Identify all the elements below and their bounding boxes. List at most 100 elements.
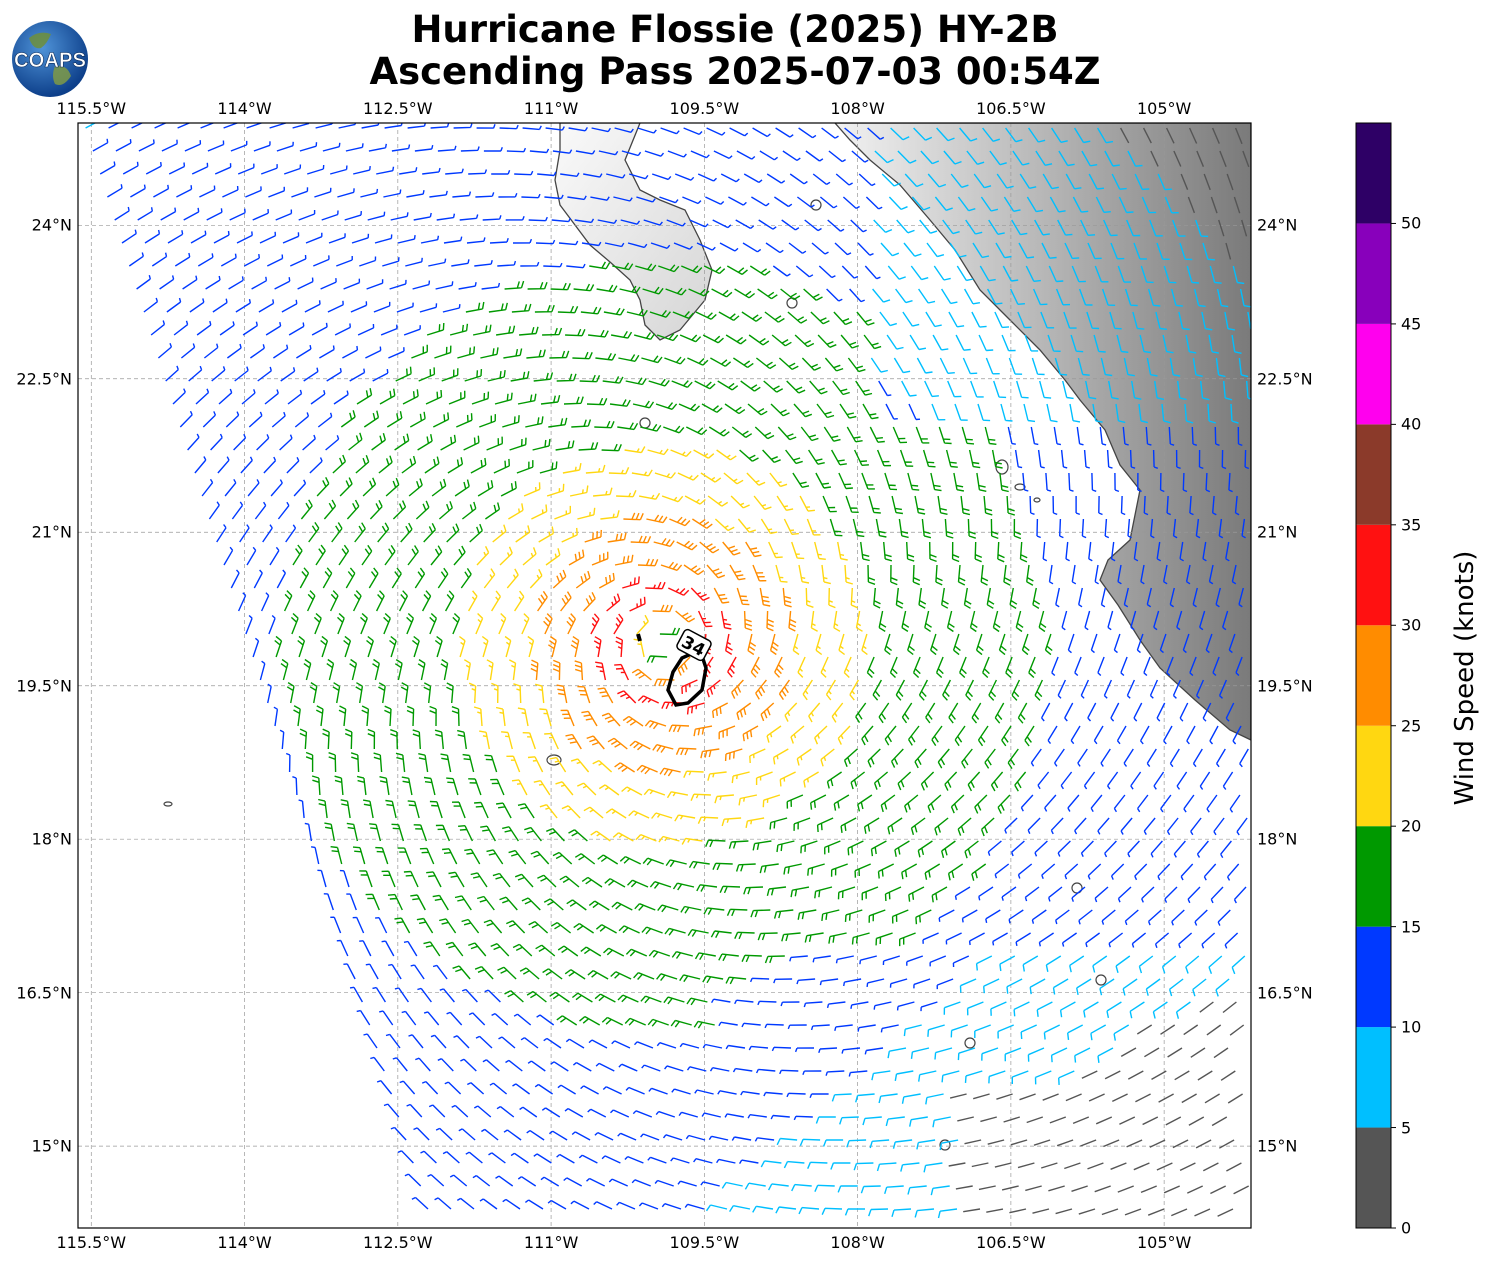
wind-barb (1191, 426, 1198, 446)
wind-barb (355, 455, 370, 474)
wind-barb (1192, 748, 1203, 768)
wind-barb (379, 1010, 394, 1026)
wind-barb (1120, 656, 1128, 677)
wind-barb (328, 233, 346, 244)
wind-barb (822, 495, 837, 513)
wind-barb (792, 633, 800, 656)
wind-barb (469, 523, 483, 543)
wind-barb (137, 207, 153, 221)
wind-barb (333, 390, 349, 405)
wind-barb (1054, 357, 1068, 376)
lon-tick-label-top-4: 109.5°W (669, 99, 740, 118)
wind-barb (801, 357, 821, 371)
wind-barb (1138, 403, 1148, 424)
wind-barb (418, 367, 436, 382)
wind-barb (994, 863, 1010, 879)
wind-barb (726, 908, 748, 917)
wind-barb (527, 1060, 546, 1072)
wind-barb (566, 899, 587, 911)
wind-barb (413, 1127, 430, 1141)
wind-barb (641, 355, 663, 364)
wind-barb (290, 612, 299, 635)
wind-barb (684, 1203, 705, 1210)
wind-barb (660, 561, 683, 571)
wind-barb (1140, 564, 1145, 585)
wind-barb (670, 449, 692, 458)
wind-barb (218, 388, 233, 405)
wind-barb (1020, 794, 1034, 812)
wind-barb (1207, 403, 1217, 424)
wind-barb (1011, 840, 1025, 857)
wind-barb (996, 1093, 1013, 1100)
wind-barb (878, 610, 887, 632)
wind-barb (495, 706, 506, 727)
wind-barb (259, 660, 266, 681)
wind-barb (750, 909, 771, 918)
wind-barb (586, 1177, 606, 1187)
wind-barb (633, 1041, 654, 1049)
wind-barb (552, 149, 573, 154)
wind-barb (458, 635, 466, 658)
wind-barb (1100, 587, 1106, 608)
wind-barb (966, 1001, 984, 1016)
wind-barb (451, 259, 470, 267)
wind-barb (625, 948, 648, 957)
wind-barb (759, 150, 779, 161)
wind-barb (735, 219, 755, 230)
wind-barb (588, 900, 610, 911)
wind-barb (690, 587, 710, 601)
wind-barb (378, 455, 393, 474)
wind-barb (512, 238, 533, 244)
wind-barb (394, 917, 411, 934)
wind-barb (661, 1203, 682, 1210)
wind-barb (581, 710, 598, 727)
wind-barb (688, 288, 710, 297)
wind-barb (99, 161, 116, 175)
wind-barb (1074, 656, 1082, 677)
wind-barb (602, 1086, 622, 1095)
wind-barb (821, 1207, 843, 1215)
wind-barb (755, 1068, 776, 1074)
wind-barb (528, 920, 549, 934)
wind-barb (605, 808, 627, 819)
wind-barb (807, 1161, 828, 1169)
wind-barb (398, 590, 409, 612)
wind-barb (236, 231, 253, 244)
wind-barb (1076, 426, 1084, 446)
wind-barb (1205, 472, 1211, 493)
wind-barb (601, 1016, 624, 1026)
wind-barb (954, 403, 968, 421)
wind-barb (824, 357, 844, 372)
wind-barb (385, 799, 397, 819)
wind-barb (359, 940, 372, 957)
wind-barb (355, 682, 364, 704)
wind-barb (818, 1047, 838, 1054)
wind-barb (762, 794, 781, 808)
lon-tick-label-top-5: 108°W (830, 99, 885, 118)
wind-barb (1133, 242, 1147, 260)
wind-barb (608, 1178, 628, 1187)
wind-barb (571, 419, 592, 428)
wind-barb (1012, 150, 1030, 166)
wind-barb (857, 242, 874, 256)
wind-barb (1026, 1116, 1044, 1124)
wind-barb (997, 1024, 1014, 1039)
wind-barb (472, 1175, 491, 1187)
wind-barb (310, 390, 326, 405)
wind-barb (429, 190, 448, 198)
wind-barb (446, 777, 459, 796)
wind-barb (417, 987, 432, 1003)
wind-barb (177, 123, 192, 129)
wind-barb (797, 909, 817, 920)
wind-barb (208, 501, 220, 520)
wind-barb (338, 544, 350, 566)
wind-barb (561, 805, 581, 819)
wind-barb (187, 433, 200, 451)
wind-barb (769, 633, 779, 656)
wind-barb (223, 546, 234, 566)
wind-barb (1063, 311, 1077, 329)
wind-barb (1085, 380, 1097, 400)
wind-barb (344, 728, 353, 750)
wind-barb (437, 145, 457, 152)
wind-barb (658, 264, 680, 273)
